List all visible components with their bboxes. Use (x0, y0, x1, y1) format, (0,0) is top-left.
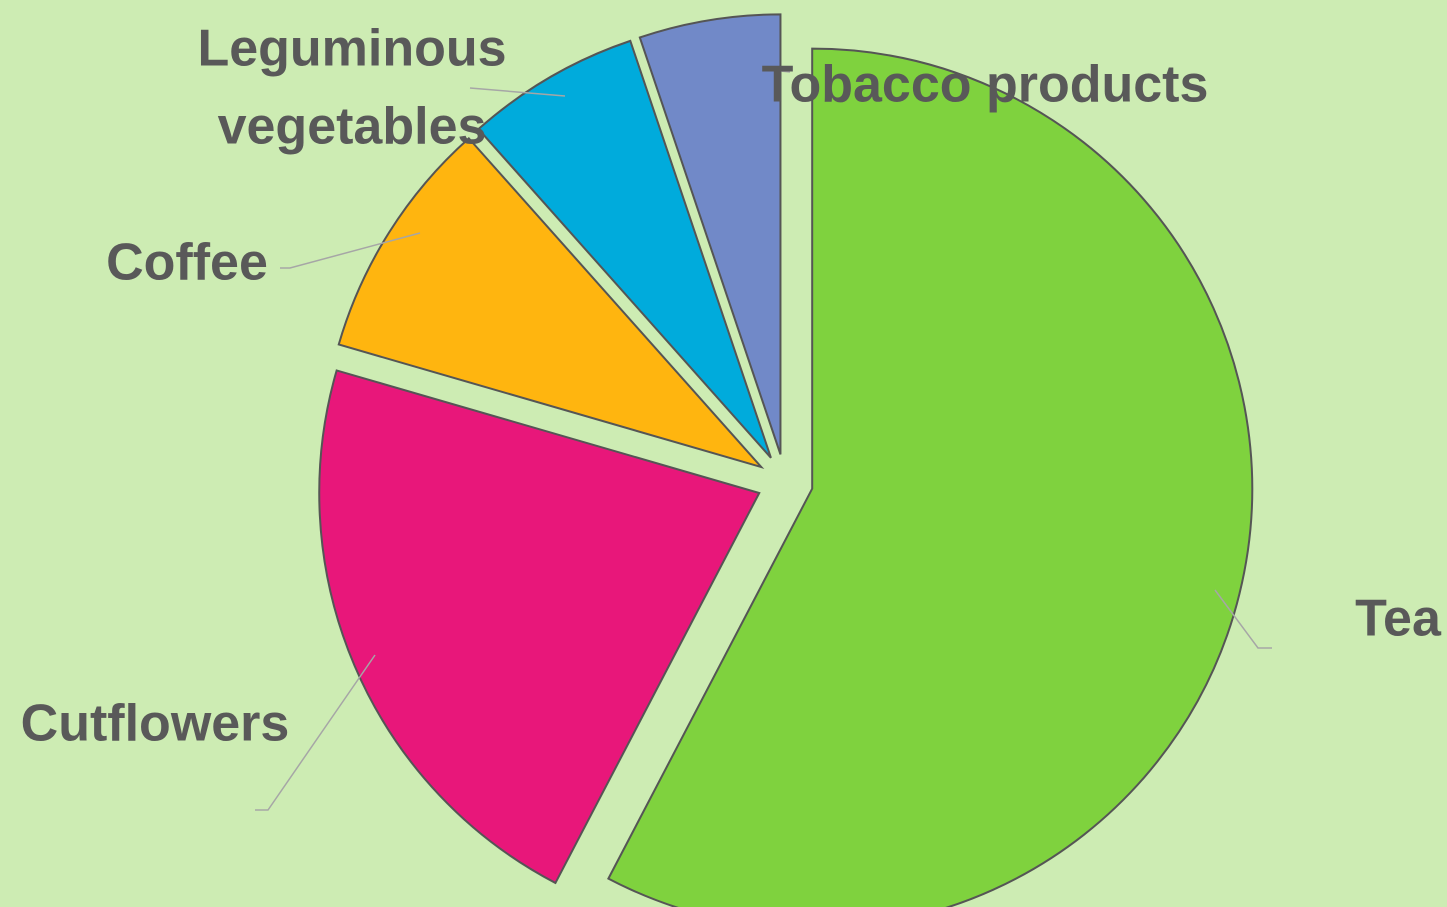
pie-slice-coffee (337, 136, 765, 469)
pie-slices (318, 13, 1254, 907)
leader-lines (255, 69, 1272, 811)
slice-label-line: Cutflowers (21, 695, 290, 753)
pie-slice-cutflowers (318, 369, 761, 885)
leader-line-cutflowers (255, 654, 376, 811)
slice-label-coffee: Coffee (106, 234, 268, 292)
leader-line-tobacco-products (769, 69, 791, 73)
slice-label-line: Tobacco products (762, 56, 1209, 114)
slice-label-tea: Tea (1355, 590, 1442, 648)
slice-label-line: Coffee (106, 234, 268, 292)
leader-line-leguminous-vegetables (469, 87, 566, 97)
slice-label-tobacco-products: Tobacco products (762, 56, 1209, 114)
slice-label-line: vegetables (218, 98, 487, 156)
slice-label-line: Tea (1355, 590, 1442, 648)
slice-label-cutflowers: Cutflowers (21, 695, 290, 753)
pie-slice-leguminous-vegetables (477, 39, 772, 459)
slice-label-line: Leguminous (197, 20, 506, 78)
pie-slice-tobacco-products (638, 13, 782, 455)
pie-slice-tea (607, 47, 1254, 907)
leader-line-tea (1214, 589, 1272, 649)
slice-label-leguminous-vegetables: Leguminous vegetables (197, 20, 506, 156)
leader-line-coffee (280, 232, 421, 269)
slice-labels: Tea Cutflowers Coffee Leguminous vegetables T… (21, 20, 1442, 753)
